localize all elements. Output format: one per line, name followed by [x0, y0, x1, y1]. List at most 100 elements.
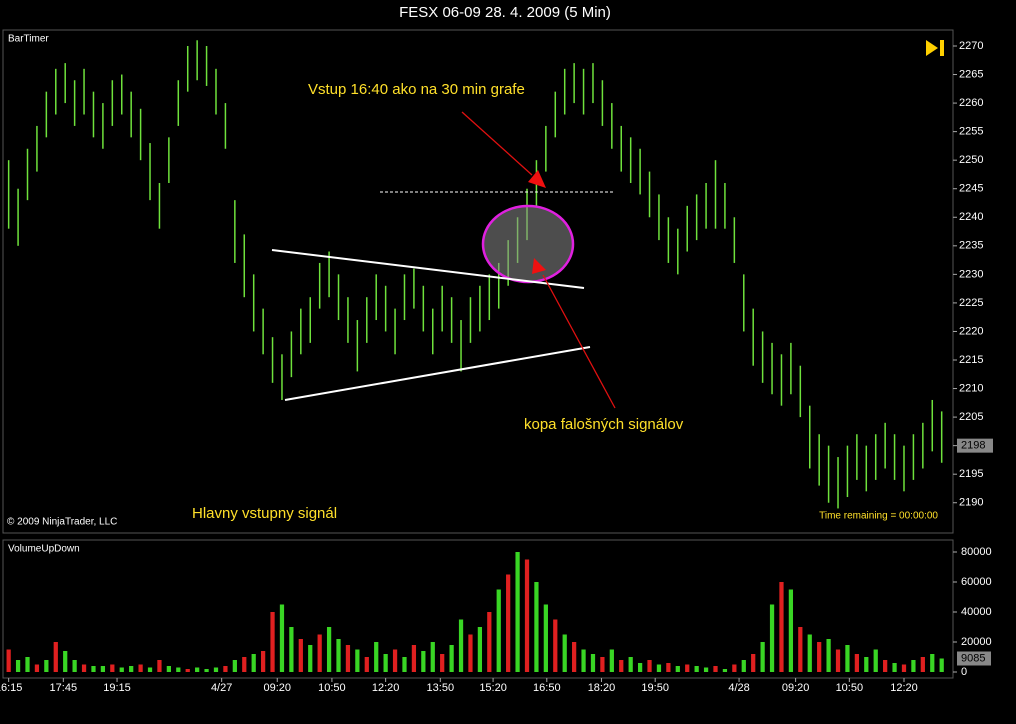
volume-bar — [685, 664, 690, 672]
volume-bar — [430, 642, 435, 672]
volume-bar — [930, 654, 935, 672]
volume-bar — [63, 651, 68, 672]
y-tick-label: 2235 — [959, 240, 983, 252]
y-tick-label: 2260 — [959, 97, 983, 109]
volume-bar — [147, 667, 153, 672]
volume-bar — [609, 649, 614, 672]
volume-bar — [506, 574, 511, 672]
y-tick-label: 2270 — [959, 40, 983, 52]
y-tick-label: 2205 — [959, 411, 983, 423]
volume-bar — [769, 604, 775, 672]
annotation: Hlavny vstupny signál — [192, 505, 337, 522]
volume-bar — [572, 642, 577, 672]
volume-bar — [694, 666, 699, 672]
volume-bar — [223, 666, 228, 672]
y-tick-label: 2240 — [959, 211, 983, 223]
indicator-label: BarTimer — [8, 34, 49, 45]
x-tick-label: 19:15 — [103, 682, 131, 694]
annotation: Vstup 16:40 ako na 30 min grafe — [308, 81, 525, 98]
y-tick-label: 40000 — [961, 606, 992, 618]
volume-bar — [534, 582, 539, 672]
volume-bar — [15, 660, 21, 672]
volume-bar — [232, 660, 237, 672]
volume-title: VolumeUpDown — [8, 544, 80, 555]
y-tick-label: 2230 — [959, 268, 983, 280]
volume-bar — [374, 642, 379, 672]
x-tick-label: 09:20 — [263, 682, 291, 694]
volume-bar — [590, 654, 596, 672]
x-tick-label: 10:50 — [318, 682, 346, 694]
volume-bar — [72, 660, 77, 672]
volume-bar — [779, 582, 784, 672]
x-tick-label: 16:15 — [0, 682, 22, 694]
play-icon — [926, 40, 938, 56]
volume-bar — [854, 654, 859, 672]
volume-bar — [279, 604, 285, 672]
volume-bar — [788, 589, 794, 672]
volume-bar — [81, 664, 87, 672]
y-tick-label: 60000 — [961, 576, 992, 588]
volume-bar — [637, 663, 643, 672]
volume-bar — [308, 645, 313, 672]
x-tick-label: 12:20 — [372, 682, 400, 694]
volume-bar — [722, 669, 728, 672]
volume-bar — [176, 667, 181, 672]
volume-bar — [6, 649, 11, 672]
volume-bar — [91, 666, 96, 672]
volume-bar — [25, 657, 30, 672]
copyright: © 2009 NinjaTrader, LLC — [7, 517, 117, 528]
volume-bar — [892, 663, 897, 672]
last-value: 9085 — [961, 652, 985, 664]
trend-line — [271, 249, 585, 289]
volume-bar — [939, 658, 944, 672]
y-tick-label: 2225 — [959, 297, 983, 309]
volume-bar — [864, 657, 869, 672]
volume-bar — [562, 634, 567, 672]
y-tick-label: 0 — [961, 666, 967, 678]
volume-bar — [204, 669, 209, 672]
x-tick-label: 13:50 — [427, 682, 455, 694]
volume-bar — [270, 612, 275, 672]
volume-bar — [675, 666, 680, 672]
volume-bar — [515, 552, 520, 672]
x-tick-label: 4/27 — [211, 682, 232, 694]
volume-bar — [166, 666, 171, 672]
x-tick-label: 09:20 — [782, 682, 810, 694]
volume-bar — [817, 642, 822, 672]
volume-bar — [835, 649, 841, 672]
volume-bar — [901, 664, 907, 672]
ellipse — [481, 204, 575, 284]
volume-bar — [600, 657, 605, 672]
price-panel — [2, 29, 954, 534]
chart-title: FESX 06-09 28. 4. 2009 (5 Min) — [399, 4, 611, 21]
volume-bar — [826, 639, 831, 672]
play-icon — [940, 40, 944, 56]
volume-bar — [647, 660, 652, 672]
last-value-box — [957, 438, 993, 453]
x-tick-label: 17:45 — [50, 682, 78, 694]
volume-bar — [157, 660, 162, 672]
volume-bar — [581, 649, 586, 672]
volume-bar — [798, 627, 803, 672]
volume-bar — [713, 666, 718, 672]
volume-bar — [242, 657, 247, 672]
volume-bar — [100, 666, 106, 672]
y-tick-label: 2215 — [959, 354, 983, 366]
volume-bar — [289, 627, 294, 672]
x-tick-label: 19:50 — [641, 682, 669, 694]
volume-bar — [656, 664, 662, 672]
annotation: kopa falošných signálov — [524, 416, 684, 433]
x-tick-label: 15:20 — [479, 682, 507, 694]
x-tick-label: 4/28 — [728, 682, 749, 694]
volume-bar — [496, 589, 501, 672]
volume-bar — [468, 634, 473, 672]
drawings — [271, 40, 944, 409]
volume-bar — [458, 619, 464, 672]
volume-bar — [732, 664, 737, 672]
volume-bar — [364, 657, 369, 672]
volume-bar — [449, 645, 454, 672]
volume-bar — [477, 627, 483, 672]
volume-bar — [845, 645, 850, 672]
volume-bar — [911, 660, 916, 672]
